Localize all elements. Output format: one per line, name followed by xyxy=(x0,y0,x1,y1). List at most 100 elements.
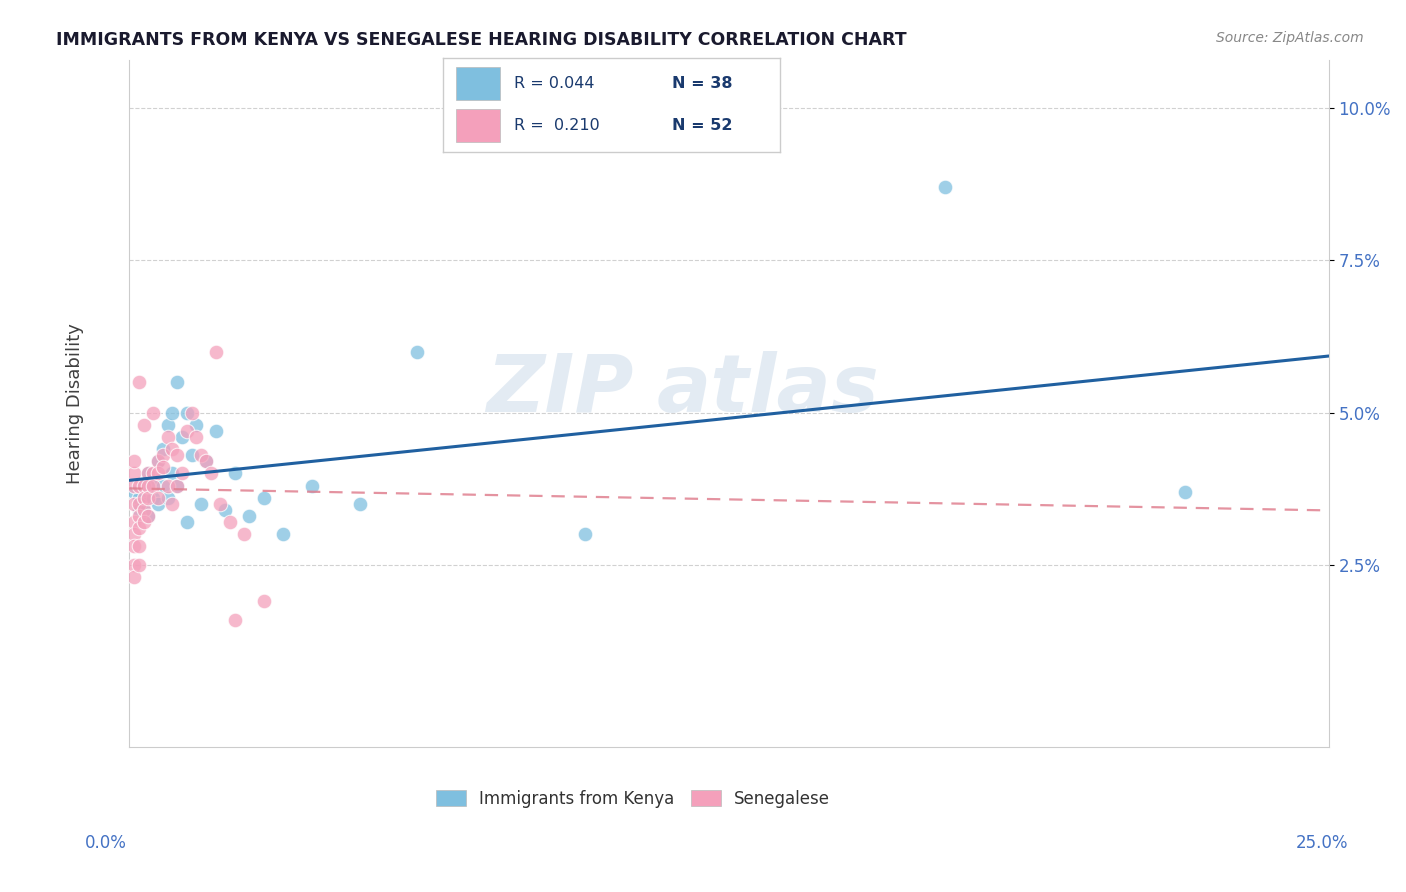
Text: R =  0.210: R = 0.210 xyxy=(513,119,599,134)
Point xyxy=(132,491,155,505)
Point xyxy=(162,497,184,511)
Text: IMMIGRANTS FROM KENYA VS SENEGALESE HEARING DISABILITY CORRELATION CHART: IMMIGRANTS FROM KENYA VS SENEGALESE HEAR… xyxy=(56,31,907,49)
Point xyxy=(176,406,198,420)
Point xyxy=(138,478,160,492)
Text: N = 38: N = 38 xyxy=(672,76,733,91)
Point xyxy=(233,527,256,541)
Point xyxy=(170,430,193,444)
Point xyxy=(204,424,226,438)
Point xyxy=(166,478,188,492)
Point xyxy=(156,478,179,492)
Point xyxy=(142,473,165,487)
Text: 0.0%: 0.0% xyxy=(84,834,127,852)
Point xyxy=(138,491,160,505)
Point xyxy=(122,478,145,492)
Point xyxy=(156,430,179,444)
Point xyxy=(252,594,274,608)
Point xyxy=(166,448,188,462)
Point xyxy=(122,467,145,481)
Point xyxy=(122,484,145,499)
Point xyxy=(180,448,202,462)
Point xyxy=(132,515,155,529)
Point xyxy=(574,527,596,541)
Point xyxy=(146,491,169,505)
Point xyxy=(122,515,145,529)
Point xyxy=(142,478,165,492)
Point xyxy=(142,491,165,505)
Point xyxy=(128,491,150,505)
Point xyxy=(152,442,174,456)
Point xyxy=(162,467,184,481)
Point xyxy=(122,527,145,541)
Point xyxy=(271,527,294,541)
Point xyxy=(138,467,160,481)
Point xyxy=(128,497,150,511)
Point xyxy=(132,417,155,432)
Bar xyxy=(457,110,501,142)
Point xyxy=(186,430,208,444)
Point xyxy=(146,454,169,468)
Point xyxy=(204,344,226,359)
Point xyxy=(128,503,150,517)
Point xyxy=(132,503,155,517)
Point xyxy=(122,497,145,511)
Text: Source: ZipAtlas.com: Source: ZipAtlas.com xyxy=(1216,31,1364,45)
Text: Hearing Disability: Hearing Disability xyxy=(66,323,84,483)
Point xyxy=(128,540,150,554)
Point xyxy=(186,417,208,432)
Point xyxy=(128,521,150,535)
Point xyxy=(152,460,174,475)
Point xyxy=(152,448,174,462)
Point xyxy=(224,467,246,481)
Point xyxy=(190,448,212,462)
Point xyxy=(132,478,155,492)
Point xyxy=(132,478,155,492)
Point xyxy=(214,503,236,517)
Point xyxy=(176,515,198,529)
Point xyxy=(219,515,242,529)
Point xyxy=(190,497,212,511)
Point xyxy=(146,497,169,511)
Point xyxy=(209,497,232,511)
Point xyxy=(128,375,150,389)
Point xyxy=(406,344,429,359)
Point xyxy=(301,478,323,492)
Bar xyxy=(457,68,501,100)
Point xyxy=(122,558,145,572)
Point xyxy=(176,424,198,438)
Text: ZIP: ZIP xyxy=(485,351,633,429)
Point xyxy=(138,509,160,524)
Point xyxy=(152,478,174,492)
Text: atlas: atlas xyxy=(657,351,880,429)
Point xyxy=(122,570,145,584)
Point xyxy=(122,540,145,554)
Point xyxy=(195,454,218,468)
Point xyxy=(156,491,179,505)
Point xyxy=(252,491,274,505)
Point xyxy=(166,478,188,492)
Text: 25.0%: 25.0% xyxy=(1295,834,1348,852)
Point xyxy=(128,509,150,524)
Point xyxy=(1174,484,1197,499)
Point xyxy=(349,497,371,511)
Text: N = 52: N = 52 xyxy=(672,119,733,134)
Point xyxy=(146,467,169,481)
Legend: Immigrants from Kenya, Senegalese: Immigrants from Kenya, Senegalese xyxy=(429,783,837,814)
Point xyxy=(146,454,169,468)
Point xyxy=(142,406,165,420)
Point xyxy=(142,467,165,481)
Point xyxy=(128,478,150,492)
Point xyxy=(162,406,184,420)
Point xyxy=(200,467,222,481)
Point xyxy=(170,467,193,481)
Point xyxy=(132,497,155,511)
Point xyxy=(224,613,246,627)
Point xyxy=(138,467,160,481)
Point xyxy=(166,375,188,389)
Point xyxy=(195,454,218,468)
Point xyxy=(162,442,184,456)
Point xyxy=(238,509,260,524)
Point xyxy=(180,406,202,420)
Text: R = 0.044: R = 0.044 xyxy=(513,76,595,91)
Point xyxy=(138,509,160,524)
